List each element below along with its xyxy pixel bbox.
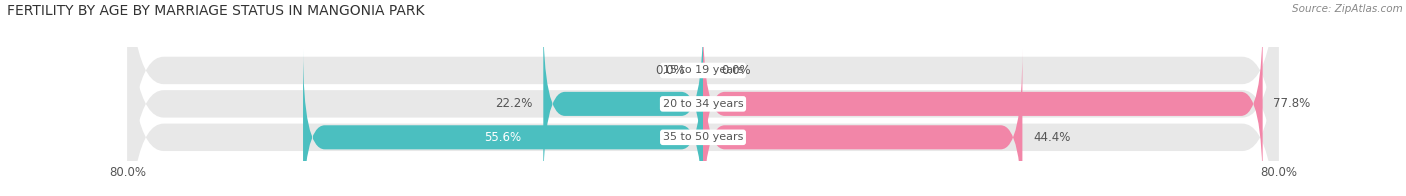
Text: 20 to 34 years: 20 to 34 years <box>662 99 744 109</box>
Text: 55.6%: 55.6% <box>485 131 522 144</box>
FancyBboxPatch shape <box>543 16 703 192</box>
Text: 0.0%: 0.0% <box>721 64 751 77</box>
Text: 44.4%: 44.4% <box>1033 131 1070 144</box>
Text: 77.8%: 77.8% <box>1274 97 1310 110</box>
Text: 35 to 50 years: 35 to 50 years <box>662 132 744 142</box>
FancyBboxPatch shape <box>128 0 1278 196</box>
Text: 15 to 19 years: 15 to 19 years <box>662 65 744 75</box>
Text: 0.0%: 0.0% <box>655 64 685 77</box>
FancyBboxPatch shape <box>128 0 1278 196</box>
Text: FERTILITY BY AGE BY MARRIAGE STATUS IN MANGONIA PARK: FERTILITY BY AGE BY MARRIAGE STATUS IN M… <box>7 4 425 18</box>
FancyBboxPatch shape <box>703 16 1263 192</box>
FancyBboxPatch shape <box>128 0 1278 196</box>
Text: 22.2%: 22.2% <box>495 97 533 110</box>
Text: Source: ZipAtlas.com: Source: ZipAtlas.com <box>1292 4 1403 14</box>
FancyBboxPatch shape <box>304 49 703 196</box>
FancyBboxPatch shape <box>703 49 1022 196</box>
